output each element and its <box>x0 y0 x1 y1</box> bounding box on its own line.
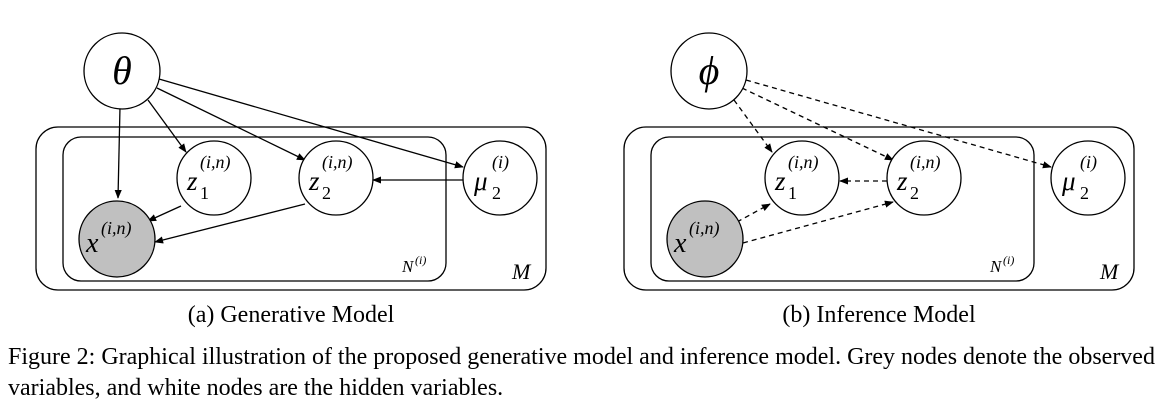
outer-plate-b <box>623 126 1135 291</box>
mu2-sup-b: (i) <box>1080 152 1097 173</box>
z2-sup: (i,n) <box>322 152 353 173</box>
edges-b <box>733 79 1052 244</box>
mu2-base: μ <box>473 166 488 196</box>
edge-theta-z2 <box>156 87 306 161</box>
panel-generative: θ z (i,n) 1 z (i,n) 2 μ (i) 2 x (i,n) <box>35 32 547 328</box>
z2-node: z (i,n) 2 <box>298 140 374 216</box>
z1-base-b: z <box>774 166 786 196</box>
x-node-b: x (i,n) <box>666 200 744 278</box>
outer-plate-a <box>35 126 547 291</box>
edge-theta-x <box>114 106 122 199</box>
x-base-b: x <box>673 228 687 259</box>
x-sup-b: (i,n) <box>689 218 720 239</box>
mu2-node: μ (i) 2 <box>462 140 538 216</box>
edges-a <box>114 78 464 244</box>
inner-plate-label-b: N <box>989 257 1003 276</box>
z1-sub-b: 1 <box>788 183 797 203</box>
mu2-sup: (i) <box>492 152 509 173</box>
edge-theta-z1 <box>147 99 187 153</box>
z2-sup-b: (i,n) <box>910 152 941 173</box>
mu2-sub: 2 <box>492 183 501 203</box>
outer-plate-label-a: M <box>511 259 532 284</box>
figure-caption: Figure 2: Graphical illustration of the … <box>8 344 1155 401</box>
subcaption-a: (a) Generative Model <box>188 302 395 328</box>
inner-plate-sup-b: (i) <box>1003 253 1014 267</box>
edge-phi-z2 <box>741 87 894 161</box>
theta-label: θ <box>112 48 132 93</box>
z2-node-b: z (i,n) 2 <box>886 140 962 216</box>
phi-label: ϕ <box>699 48 720 93</box>
z1-base: z <box>186 166 198 196</box>
mu2-node-b: μ (i) 2 <box>1050 140 1126 216</box>
inner-plate-sup-a: (i) <box>415 253 426 267</box>
panel-inference: ϕ z (i,n) 1 z (i,n) 2 μ (i) 2 x (i,n) N … <box>623 32 1135 328</box>
x-node: x (i,n) <box>78 200 156 278</box>
x-base: x <box>85 228 99 259</box>
subcaption-b: (b) Inference Model <box>782 302 976 328</box>
edge-z2-x <box>154 203 306 244</box>
edge-theta-mu2 <box>158 78 464 169</box>
edge-phi-z1 <box>733 99 773 153</box>
mu2-sub-b: 2 <box>1080 183 1089 203</box>
z2-sub-b: 2 <box>910 183 919 203</box>
z1-sub: 1 <box>200 183 209 203</box>
edge-phi-mu2 <box>745 79 1052 169</box>
mu2-base-b: μ <box>1061 166 1076 196</box>
z2-sub: 2 <box>322 183 331 203</box>
z2-base-b: z <box>896 166 908 196</box>
theta-node: θ <box>83 32 161 110</box>
phi-node: ϕ <box>670 32 748 110</box>
inner-plate-label-a: N <box>401 257 415 276</box>
inner-plate-b <box>650 136 1035 282</box>
edge-x-z2 <box>742 200 894 244</box>
figure: θ z (i,n) 1 z (i,n) 2 μ (i) 2 x (i,n) <box>35 32 1135 328</box>
z2-base: z <box>308 166 320 196</box>
edge-x-z1 <box>736 203 771 223</box>
z1-node-b: z (i,n) 1 <box>764 140 840 216</box>
z1-node: z (i,n) 1 <box>176 140 252 216</box>
x-sup: (i,n) <box>101 218 132 239</box>
edge-z1-x <box>147 205 182 222</box>
inner-plate-a <box>62 136 447 282</box>
z1-sup: (i,n) <box>200 152 231 173</box>
outer-plate-label-b: M <box>1099 259 1120 284</box>
z1-sup-b: (i,n) <box>788 152 819 173</box>
